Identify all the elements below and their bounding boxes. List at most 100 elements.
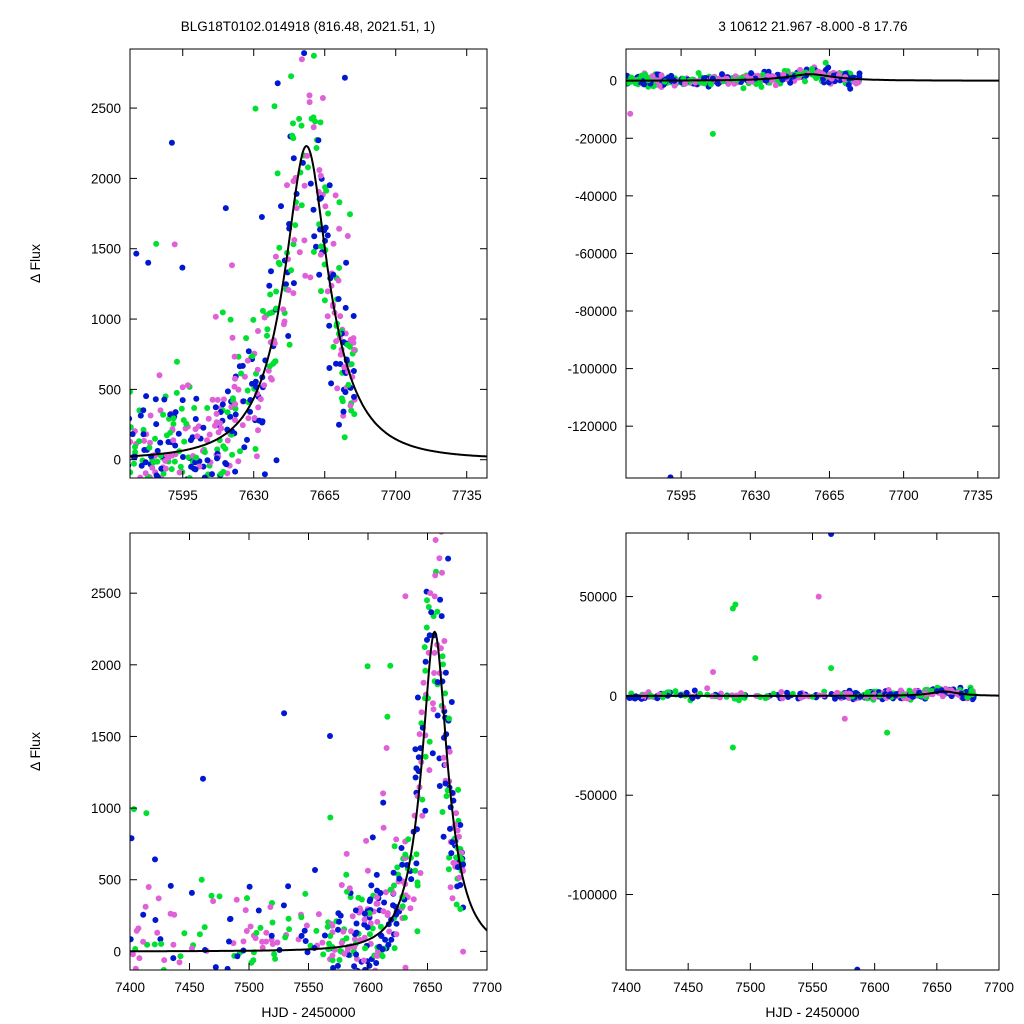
data-point	[195, 423, 202, 430]
data-point	[310, 52, 317, 59]
data-point	[431, 670, 438, 676]
data-point	[124, 438, 130, 444]
y-tick-label: -20000	[575, 131, 617, 146]
data-point	[264, 332, 270, 339]
data-point	[322, 184, 329, 191]
data-point	[272, 955, 279, 962]
data-point	[815, 68, 822, 75]
data-point	[201, 474, 208, 478]
data-point	[160, 967, 167, 970]
data-point	[704, 685, 711, 692]
data-point	[154, 473, 161, 478]
data-point	[389, 986, 395, 992]
data-point	[457, 882, 464, 888]
x-axis-label: HJD - 2450000	[765, 1004, 859, 1020]
data-point	[194, 433, 201, 440]
data-point	[336, 918, 342, 925]
y-tick-label: 0	[609, 689, 617, 704]
data-point	[440, 754, 447, 761]
data-point	[437, 596, 444, 603]
data-point	[290, 290, 297, 297]
data-point	[282, 934, 289, 941]
data-point	[405, 836, 412, 843]
y-tick-label: 500	[98, 382, 121, 397]
data-point	[140, 426, 147, 433]
data-point	[431, 593, 438, 600]
data-point	[248, 959, 255, 966]
y-tick-label: 0	[113, 944, 121, 959]
data-point	[349, 913, 356, 920]
data-point	[130, 936, 134, 943]
data-point	[413, 851, 420, 858]
panels: 7595 7630 7665 7700 7735 0 500 1000 1500 2000 2500…	[27, 48, 1014, 1020]
y-tick-label: -100000	[567, 362, 617, 377]
data-point	[215, 429, 222, 436]
data-point	[179, 397, 186, 404]
data-point	[328, 981, 334, 987]
data-point	[298, 56, 305, 63]
data-point	[131, 460, 137, 467]
data-point	[456, 874, 463, 881]
data-point	[161, 957, 168, 964]
data-point	[201, 924, 208, 931]
data-point	[436, 783, 443, 789]
data-point	[234, 953, 241, 960]
data-point	[319, 95, 326, 101]
data-point	[133, 250, 140, 257]
data-point	[333, 338, 340, 345]
data-point	[302, 938, 309, 944]
model-curve	[130, 630, 487, 953]
data-point	[964, 694, 971, 701]
data-point	[174, 358, 180, 365]
data-point	[220, 468, 227, 475]
data-point	[235, 458, 242, 465]
data-point	[301, 927, 308, 934]
data-point	[152, 917, 159, 923]
bottom-left-points	[130, 533, 467, 994]
outlier-point	[828, 665, 835, 672]
data-point	[691, 687, 698, 694]
data-point	[236, 363, 243, 370]
data-point	[175, 971, 181, 977]
data-point	[272, 358, 279, 365]
data-point	[344, 975, 350, 981]
data-point	[430, 706, 437, 713]
data-point	[319, 939, 326, 946]
data-point	[140, 938, 147, 945]
data-point	[382, 889, 389, 896]
data-point	[336, 225, 343, 232]
data-point	[140, 431, 147, 438]
data-point	[402, 964, 409, 970]
data-point	[372, 967, 379, 970]
data-point	[130, 438, 134, 445]
data-point	[393, 931, 400, 938]
data-point	[145, 884, 152, 890]
data-point	[163, 432, 170, 439]
data-point	[146, 444, 153, 451]
data-point	[363, 837, 370, 844]
data-point	[180, 454, 186, 460]
data-point	[244, 357, 251, 364]
data-point	[369, 925, 376, 932]
x-tick-label: 7735	[963, 488, 993, 503]
data-point	[302, 890, 309, 897]
data-point	[224, 965, 231, 970]
data-point	[414, 928, 421, 935]
data-point	[265, 367, 272, 374]
data-point	[166, 504, 172, 510]
data-point	[222, 205, 229, 212]
data-point	[311, 233, 318, 240]
y-tick-label: -40000	[575, 189, 617, 204]
data-point	[333, 988, 339, 994]
data-point	[255, 328, 261, 334]
y-tick-label: 1000	[91, 801, 121, 816]
y-tick-label: 1000	[91, 312, 121, 327]
data-point	[303, 922, 310, 929]
data-point	[327, 987, 333, 993]
data-point	[242, 907, 249, 914]
data-point	[387, 662, 394, 669]
data-point	[825, 64, 832, 71]
x-tick-label: 7550	[293, 980, 323, 995]
data-point	[208, 974, 214, 980]
data-point	[245, 348, 252, 355]
